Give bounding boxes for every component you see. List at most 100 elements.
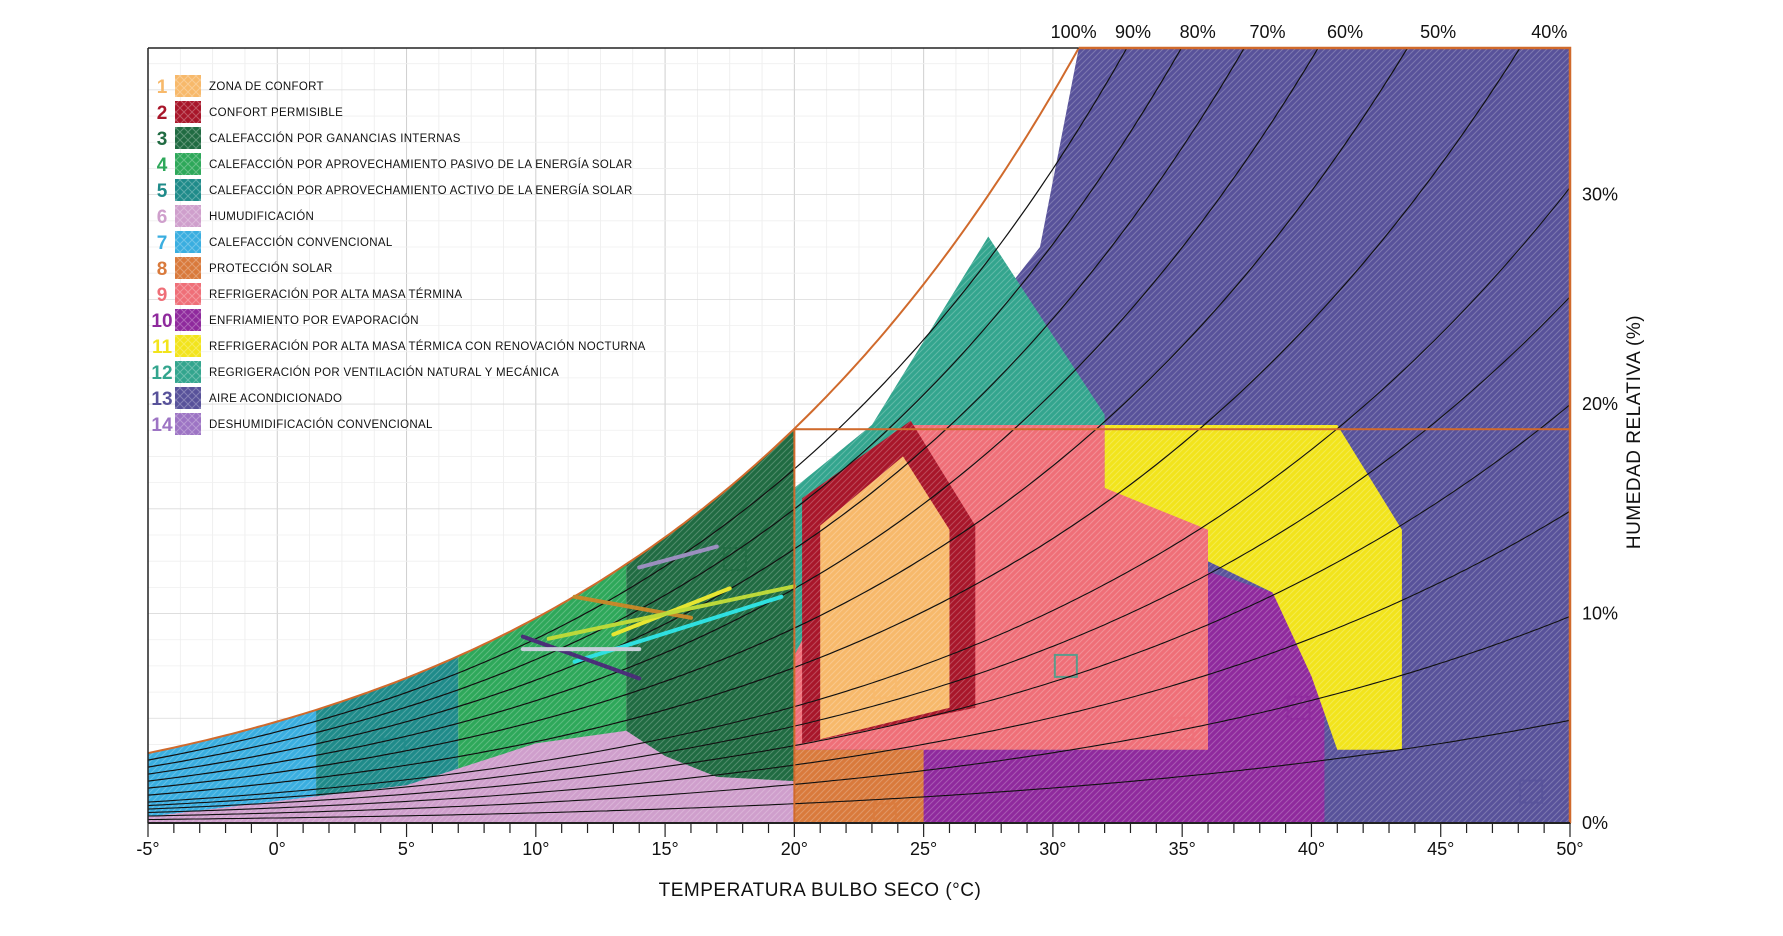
rh-top-labels: 100% 90% 80% 70% 60% 50% 40%	[1051, 22, 1568, 42]
legend-swatch-texture	[175, 75, 201, 97]
rh-curve	[148, 510, 1570, 814]
legend-label: ZONA DE CONFORT	[209, 81, 324, 93]
legend-number: 9	[157, 285, 168, 306]
x-axis-title: TEMPERATURA BULBO SECO (°C)	[659, 880, 982, 901]
rh-curve	[148, 48, 1319, 782]
right-axis-label: 10%	[1582, 604, 1618, 624]
zones	[148, 48, 1570, 823]
x-tick-label: 10°	[522, 839, 549, 859]
legend-number: 5	[157, 181, 168, 202]
legend-label: REGRIGERACIÓN POR VENTILACIÓN NATURAL Y …	[209, 366, 559, 379]
zone-z1-texture	[820, 456, 950, 740]
legend-number: 2	[157, 103, 168, 124]
x-tick-label: 35°	[1169, 839, 1196, 859]
legend-number: 7	[157, 233, 168, 254]
legend-swatch-texture	[175, 179, 201, 201]
rh-curves	[148, 48, 1570, 821]
legend-swatch-texture	[175, 101, 201, 123]
legend-label: CALEFACCIÓN POR APROVECHAMIENTO PASIVO D…	[209, 158, 632, 171]
rh-curve	[148, 48, 1080, 755]
rh-curve	[148, 404, 1570, 810]
rh-curve	[148, 187, 1570, 803]
rh-curve	[148, 615, 1570, 817]
x-tick-label: 50°	[1556, 839, 1583, 859]
legend-swatch-texture	[175, 231, 201, 253]
rh-curve	[148, 296, 1570, 807]
legend-swatch-texture	[175, 283, 201, 305]
zone-z8-texture	[794, 749, 924, 823]
legend-number: 3	[157, 129, 168, 150]
legend-number: 1	[157, 77, 168, 98]
zone-z10-texture	[794, 571, 1325, 823]
x-tick-label: 20°	[781, 839, 808, 859]
legend-label: AIRE ACONDICIONADO	[209, 393, 342, 405]
rh-top-label: 40%	[1531, 22, 1567, 42]
x-axis-ticks: -5° 0° 5° 10° 15° 20° 25° 30° 35° 40° 45° 50°	[136, 823, 1584, 859]
climate-lines	[520, 544, 797, 681]
legend-label: PROTECCIÓN SOLAR	[209, 262, 333, 275]
rh-top-label: 50%	[1420, 22, 1456, 42]
x-tick-label: 40°	[1298, 839, 1325, 859]
legend-swatch-texture	[175, 309, 201, 331]
x-tick-label: 45°	[1427, 839, 1454, 859]
x-tick-label: 5°	[398, 839, 415, 859]
legend-swatch-texture	[175, 387, 201, 409]
climate-line	[546, 584, 797, 641]
rh-curve	[148, 48, 1183, 768]
y-axis-title: HUMEDAD RELATIVA (%)	[1624, 315, 1645, 549]
zone-z3-texture	[626, 428, 795, 823]
right-axis-labels: 0% 10% 20% 30%	[1582, 185, 1618, 833]
right-axis-label: 20%	[1582, 394, 1618, 414]
legend-swatch-texture	[175, 257, 201, 279]
legend-swatch-texture	[175, 361, 201, 383]
x-tick-label: 30°	[1039, 839, 1066, 859]
rh-top-label: 60%	[1327, 22, 1363, 42]
right-axis-label: 0%	[1582, 813, 1608, 833]
x-tick-label: 25°	[910, 839, 937, 859]
zone-marker	[872, 674, 897, 699]
zone-marker	[1170, 716, 1195, 741]
climate-line	[520, 634, 642, 681]
legend-number: 8	[157, 259, 168, 280]
legend-number: 4	[157, 155, 168, 176]
x-tick-label: -5°	[136, 839, 159, 859]
legend-number: 11	[152, 337, 173, 358]
zone-marker	[872, 802, 897, 823]
climate-line	[637, 544, 719, 570]
rh-curve	[148, 719, 1570, 821]
legend-label: HUMUDIFICACIÓN	[209, 210, 314, 223]
legend-swatch-texture	[175, 335, 201, 357]
legend-label: DESHUMIDIFICACIÓN CONVENCIONAL	[209, 418, 433, 431]
legend-label: ENFRIAMIENTO POR EVAPORACIÓN	[209, 314, 419, 327]
legend-label: CALEFACCIÓN POR GANANCIAS INTERNAS	[209, 132, 461, 145]
legend-label: REFRIGERACIÓN POR ALTA MASA TÉRMINA	[209, 288, 462, 301]
legend: 1 ZONA DE CONFORT 2 CONFORT PERMISIBLE 3 CALE…	[151, 75, 645, 436]
rh-top-label: 90%	[1115, 22, 1151, 42]
legend-swatch-texture	[175, 127, 201, 149]
legend-number: 12	[151, 363, 172, 384]
legend-label: CALEFACCIÓN POR APROVECHAMIENTO ACTIVO D…	[209, 184, 633, 197]
rh-top-label: 80%	[1180, 22, 1216, 42]
legend-label: CALEFACCIÓN CONVENCIONAL	[209, 236, 393, 249]
legend-number: 14	[151, 415, 173, 436]
rh-curve	[148, 48, 1521, 796]
zone-marker	[1519, 779, 1544, 804]
legend-number: 13	[151, 389, 172, 410]
zone-marker	[1286, 695, 1311, 720]
zone-z11-texture	[1104, 425, 1402, 750]
x-tick-label: 0°	[269, 839, 286, 859]
rh-curve	[148, 48, 1128, 761]
zone-z6-texture	[148, 730, 924, 823]
right-axis-label: 30%	[1582, 185, 1618, 205]
legend-label: CONFORT PERMISIBLE	[209, 107, 343, 119]
x-tick-label: 15°	[651, 839, 678, 859]
legend-number: 6	[157, 207, 168, 228]
rh-top-label: 100%	[1051, 22, 1097, 42]
rh-top-label: 70%	[1249, 22, 1285, 42]
legend-number: 10	[151, 311, 172, 332]
legend-label: REFRIGERACIÓN POR ALTA MASA TÉRMICA CON …	[209, 340, 646, 353]
legend-swatch-texture	[175, 205, 201, 227]
right-axis-line	[1078, 46, 1572, 823]
